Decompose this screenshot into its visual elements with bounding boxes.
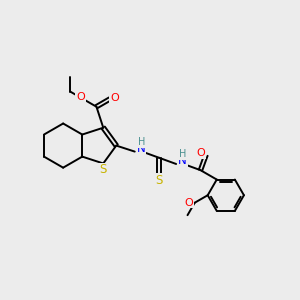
Text: H: H — [137, 137, 145, 147]
Text: N: N — [137, 142, 146, 154]
Text: S: S — [155, 174, 163, 187]
Text: O: O — [110, 92, 119, 103]
Text: O: O — [184, 198, 193, 208]
Text: H: H — [179, 149, 186, 159]
Text: O: O — [196, 148, 205, 158]
Text: O: O — [76, 92, 85, 102]
Text: S: S — [99, 164, 106, 176]
Text: N: N — [178, 154, 187, 167]
